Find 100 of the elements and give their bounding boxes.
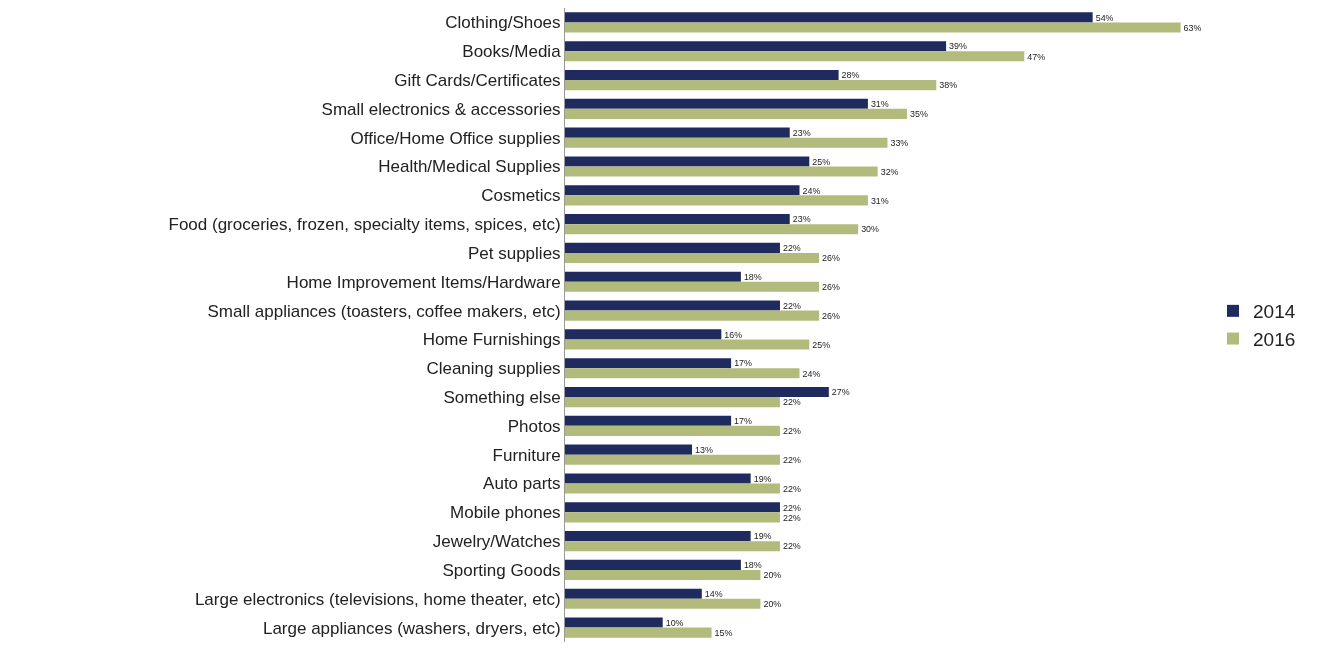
bar [565, 214, 790, 225]
y-tick-label: Health/Medical Supplies [378, 157, 561, 177]
y-tick-label: Furniture [492, 445, 561, 465]
data-label: 38% [939, 80, 958, 91]
data-label: 22% [782, 512, 801, 523]
data-label: 14% [704, 588, 723, 599]
bar [565, 473, 751, 484]
bar [565, 454, 780, 465]
bar [565, 415, 732, 426]
data-label: 20% [763, 599, 782, 610]
data-label: 39% [949, 41, 967, 52]
bar [565, 252, 820, 264]
bar [565, 483, 780, 494]
y-tick-label: Food (groceries, frozen, specialty items, spices, etc) [168, 215, 561, 235]
data-label: 23% [792, 214, 811, 225]
data-label: 22% [782, 541, 801, 552]
bar [565, 137, 888, 148]
y-tick-label: Small electronics & accessories [321, 99, 561, 119]
data-label: 27% [831, 387, 850, 398]
bar [565, 569, 761, 581]
y-tick-label: Large electronics (televisions, home theater, etc) [194, 589, 561, 609]
data-label: 25% [812, 156, 831, 167]
bar [565, 386, 829, 398]
bar [565, 224, 859, 235]
y-tick-label: Sporting Goods [442, 560, 561, 580]
data-label: 26% [822, 282, 840, 293]
bar [565, 617, 663, 628]
data-label: 10% [665, 617, 684, 628]
bar [565, 41, 947, 52]
y-tick-label: Photos [507, 416, 561, 436]
data-label: 22% [782, 397, 801, 408]
bar [565, 512, 780, 523]
data-label: 22% [782, 426, 801, 437]
y-tick-label: Gift Cards/Certificates [394, 71, 561, 90]
bar [565, 598, 761, 609]
data-label: 54% [1095, 12, 1114, 23]
data-label: 22% [782, 300, 801, 311]
y-tick-label: Mobile phones [450, 503, 561, 523]
bar [565, 531, 751, 542]
data-label: 33% [890, 137, 909, 148]
y-tick-label: Cleaning supplies [426, 359, 561, 379]
data-label: 19% [753, 531, 772, 542]
data-label: 22% [782, 243, 801, 254]
bar [565, 185, 800, 196]
data-label: 19% [753, 473, 772, 484]
bar [565, 559, 741, 570]
bar [565, 541, 780, 552]
data-label: 22% [782, 502, 801, 513]
bar [565, 271, 741, 282]
data-label: 22% [782, 454, 801, 465]
data-label: 30% [861, 224, 880, 235]
data-label: 18% [743, 560, 762, 571]
bar [565, 588, 702, 599]
bar [565, 166, 878, 177]
y-tick-label: Large appliances (washers, dryers, etc) [262, 618, 561, 638]
y-tick-label: Home Furnishings [422, 330, 561, 350]
bar [565, 368, 800, 379]
data-label: 20% [763, 570, 782, 581]
data-label: 24% [802, 368, 821, 379]
bar [565, 108, 907, 119]
y-tick-label: Cosmetics [481, 186, 561, 206]
data-label: 17% [734, 358, 753, 369]
bar [565, 300, 780, 311]
bar [565, 22, 1181, 33]
bar [565, 98, 868, 109]
data-label: 35% [910, 109, 928, 120]
y-tick-label: Clothing/Shoes [445, 13, 561, 33]
data-label: 24% [802, 185, 821, 196]
data-label: 31% [870, 195, 889, 206]
data-label: 23% [792, 127, 811, 138]
y-tick-label: Jewelry/Watches [432, 532, 561, 552]
bar [565, 329, 722, 340]
y-tick-label: Home Improvement Items/Hardware [286, 272, 561, 292]
data-label: 18% [743, 271, 762, 282]
bar [565, 80, 937, 91]
bar [565, 12, 1093, 23]
y-tick-label: Books/Media [462, 42, 562, 62]
data-label: 17% [734, 416, 752, 427]
data-label: 26% [822, 253, 840, 264]
bar [565, 127, 790, 138]
data-label: 63% [1183, 22, 1202, 33]
data-label: 16% [724, 329, 743, 340]
y-tick-label: Small appliances (toasters, coffee makers, etc) [207, 301, 561, 321]
bar [565, 502, 780, 513]
bar [565, 195, 868, 206]
bar [565, 627, 712, 638]
bar [565, 310, 820, 321]
y-tick-label: Auto parts [483, 474, 561, 494]
data-label: 32% [880, 166, 899, 177]
bar [565, 339, 810, 350]
bar [565, 156, 810, 167]
data-label: 13% [695, 444, 713, 455]
bar [565, 425, 780, 436]
data-label: 47% [1027, 51, 1046, 62]
legend-label: 2016 [1253, 328, 1296, 350]
bar [565, 281, 820, 292]
bar [565, 242, 780, 253]
bar [565, 51, 1025, 62]
data-label: 31% [870, 99, 889, 110]
bar [565, 444, 693, 455]
